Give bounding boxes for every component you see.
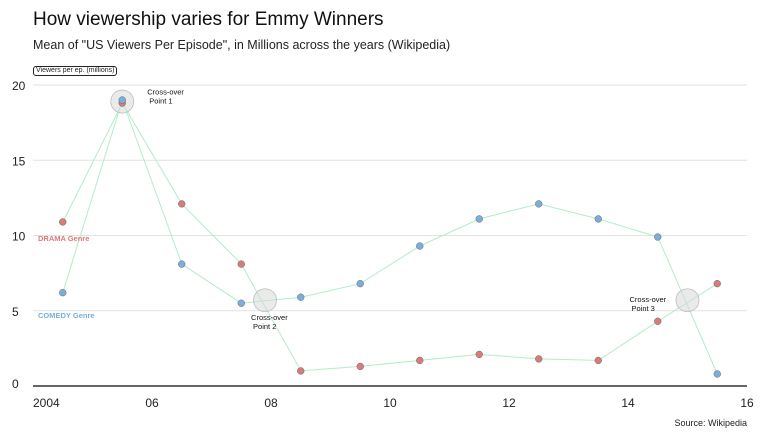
grid-layer — [33, 84, 747, 312]
crossover-label-1: Cross-over — [147, 88, 184, 97]
drama-point — [356, 362, 364, 371]
axes: 0 5 10 15 20 2004 06 08 10 12 14 16 — [12, 79, 754, 410]
x-tick-label: 06 — [145, 396, 159, 410]
x-tick-label: 12 — [502, 396, 516, 410]
comedy-point — [178, 260, 186, 268]
comedy-point — [416, 242, 424, 250]
series-line-comedy — [62, 98, 718, 375]
chart-title: How viewership varies for Emmy Winners — [33, 9, 384, 30]
x-tick-label: 08 — [264, 396, 278, 410]
drama-point — [654, 317, 662, 325]
series-points — [59, 96, 721, 378]
drama-point — [713, 280, 721, 288]
chart-subtitle: Mean of "US Viewers Per Episode", in Mil… — [33, 38, 451, 52]
y-axis-label: Viewers per ep. (millions) — [33, 66, 118, 76]
y-tick-label: 0 — [12, 377, 19, 391]
crossover-label-1-line2: Point 1 — [149, 97, 172, 106]
x-tick-label: 10 — [383, 396, 397, 410]
drama-point — [535, 355, 543, 363]
crossover-label-2-line2: Point 2 — [253, 322, 276, 331]
comedy-point — [297, 293, 305, 301]
series-line-drama — [62, 102, 718, 372]
crossover-markers — [110, 89, 700, 313]
drama-point — [59, 218, 67, 226]
crossover-label-3-line2: Point 3 — [632, 304, 655, 313]
drama-point — [237, 260, 245, 268]
y-tick-label: 20 — [12, 79, 26, 93]
crossover-label-2: Cross-over — [251, 313, 288, 322]
comedy-point — [59, 289, 67, 297]
comedy-point — [118, 96, 126, 104]
crossover-marker-3 — [675, 288, 700, 313]
series-lines — [62, 98, 718, 375]
comedy-point — [654, 233, 662, 241]
drama-point — [416, 356, 424, 365]
source-note: Source: Wikipedia — [674, 418, 747, 428]
drama-point — [594, 356, 602, 365]
comedy-point — [475, 215, 483, 223]
y-tick-label: 15 — [12, 154, 26, 168]
comedy-series-label: COMEDY Genre — [38, 311, 95, 320]
drama-point — [297, 367, 305, 375]
x-tick-label: 16 — [740, 396, 754, 410]
y-tick-label: 10 — [12, 230, 26, 244]
drama-point — [178, 200, 186, 208]
comedy-point — [535, 200, 543, 208]
y-tick-label: 5 — [12, 305, 19, 319]
crossover-marker-2 — [253, 288, 277, 313]
comedy-point — [237, 299, 245, 307]
x-tick-label: 2004 — [33, 396, 60, 410]
crossover-label-3: Cross-over — [630, 295, 667, 304]
drama-point — [475, 350, 483, 359]
comedy-point — [713, 370, 721, 378]
x-tick-label: 14 — [621, 396, 635, 410]
comedy-point — [594, 215, 602, 223]
drama-series-label: DRAMA Genre — [38, 234, 89, 243]
comedy-point — [356, 280, 364, 288]
